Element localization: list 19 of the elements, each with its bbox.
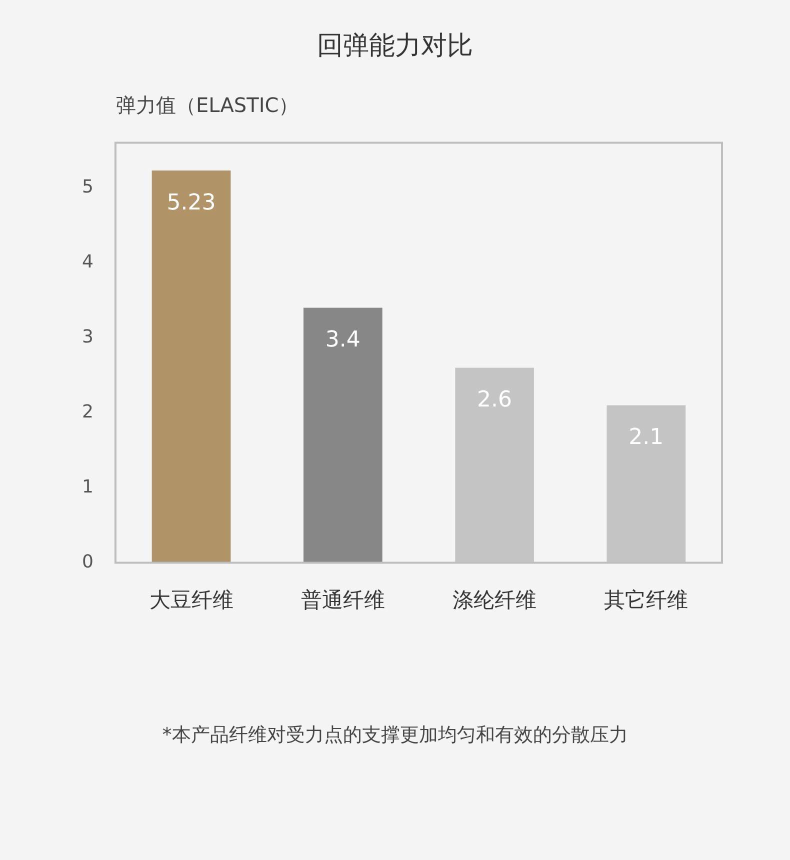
data-label: 2.1 [628,425,664,450]
bar [152,170,231,563]
text: *本产品纤维对受力点的支撑更加均匀和有效的分散压力 [161,723,629,748]
data-label: 5.23 [166,190,216,216]
y-tick-label: 1 [82,476,94,498]
y-tick-label: 2 [82,401,94,422]
data-label: 3.4 [325,328,360,353]
x-tick-label: 其它纤维 [604,588,688,612]
data-label: 2.6 [477,388,512,413]
chart-title: 回弹能力对比 [316,30,474,63]
x-tick-label: 涤纶纤维 [452,588,537,612]
y-tick-label: 0 [82,551,94,572]
x-tick-label: 普通纤维 [300,588,385,612]
y-tick-label: 3 [82,326,94,348]
x-tick-label: 大豆纤维 [149,588,234,612]
bar [303,308,382,563]
y-axis-title: 弹力值（ELASTIC） [116,92,299,119]
y-tick-label: 5 [82,176,94,198]
y-tick-label: 4 [82,251,94,272]
